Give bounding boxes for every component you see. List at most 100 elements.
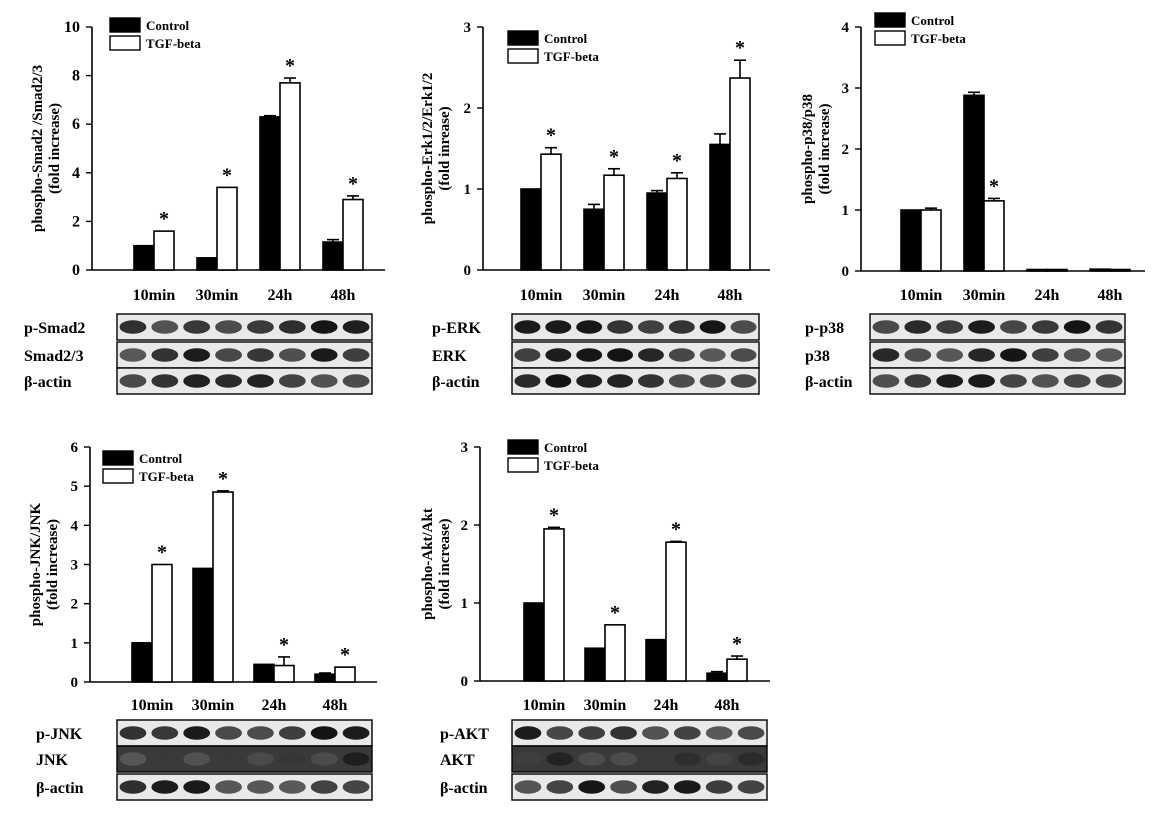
blot-band [514, 780, 542, 794]
blot-band [872, 348, 900, 362]
blot-label: β-actin [805, 374, 853, 391]
blot-band [215, 320, 242, 334]
western-blot: p-JNK JNK β-actin [36, 719, 373, 801]
bar-tgf-beta-30min [216, 186, 238, 271]
blot-band [119, 374, 147, 388]
western-blot: p-AKT AKT β-actin [440, 719, 768, 801]
blot-label: p-p38 [805, 320, 844, 337]
blot-band [737, 752, 765, 766]
significance-star: * [989, 175, 999, 197]
chart-panel-4: 0 1 2 3 4 5 6 phospho-JNK/JNK (fold increase) * 10… [28, 440, 377, 801]
blot-band [936, 320, 964, 334]
y-tick-label: 0 [461, 674, 469, 690]
blot-band [642, 726, 669, 740]
bar-tgf-beta-10min [543, 528, 565, 682]
western-blot: p-Smad2 Smad2/3 β-actin [24, 313, 373, 395]
blot-band [1063, 320, 1091, 334]
significance-star: * [279, 634, 289, 656]
blot-band [151, 374, 179, 388]
bar-tgf-beta-48h [726, 658, 748, 682]
bar-tgf-beta-30min [983, 200, 1005, 272]
bar-tgf-beta-48h [334, 666, 356, 683]
legend-swatch-tgf-beta [102, 468, 134, 484]
blot-label: ERK [432, 348, 467, 365]
bar-control-10min [900, 209, 922, 272]
blot-band [514, 726, 542, 740]
y-tick-label: 8 [72, 68, 80, 85]
blot-band [183, 348, 211, 362]
y-tick-label: 2 [72, 213, 80, 230]
blot-label: p-ERK [432, 320, 481, 337]
blot-band [1095, 320, 1123, 334]
x-tick-label: 10min [133, 287, 176, 304]
blot-band [730, 320, 757, 334]
bar-control-24h [1026, 268, 1048, 272]
blot-band [576, 320, 603, 334]
chart-panel-5: 0 1 2 3 phospho-Akt/Akt (fold increase) * 10min… [420, 439, 770, 801]
blot-band [637, 374, 664, 388]
bar-control-10min [131, 642, 153, 683]
significance-star: * [732, 633, 742, 655]
significance-star: * [672, 150, 682, 172]
bar-tgf-beta-48h [342, 198, 364, 271]
bar-control-48h [314, 673, 336, 683]
blot-label: p-Smad2 [24, 320, 85, 337]
blot-band [730, 374, 757, 388]
y-tick-label: 4 [71, 518, 79, 534]
x-tick-label: 30min [963, 287, 1006, 304]
y-tick-label: 1 [71, 636, 79, 652]
blot-label: AKT [440, 752, 475, 769]
blot-band [545, 374, 572, 388]
blot-band [699, 374, 726, 388]
blot-band [310, 320, 338, 334]
bar-tgf-beta-30min [604, 624, 626, 682]
y-tick-label: 3 [461, 440, 469, 456]
legend-label: Control [146, 18, 189, 33]
legend-swatch-tgf-beta [507, 457, 539, 473]
y-tick-label: 3 [464, 20, 472, 36]
blot-label: Smad2/3 [24, 348, 84, 365]
blot-band [607, 348, 634, 362]
y-tick-label: 4 [842, 20, 850, 36]
blot-band [119, 780, 147, 794]
y-axis-label: (fold increase) [817, 104, 833, 195]
blot-band [936, 374, 964, 388]
blot-band [151, 780, 179, 794]
significance-star: * [549, 504, 559, 526]
significance-star: * [157, 542, 167, 564]
significance-star: * [159, 208, 169, 230]
y-tick-label: 2 [842, 142, 850, 158]
blot-band [673, 752, 701, 766]
legend-swatch-control [507, 30, 539, 46]
blot-band [514, 752, 542, 766]
blot-band [576, 348, 603, 362]
legend-label: Control [911, 13, 954, 28]
y-tick-label: 3 [71, 558, 79, 574]
blot-band [151, 752, 179, 766]
blot-band [607, 374, 634, 388]
y-tick-label: 2 [464, 101, 472, 117]
blot-band [278, 348, 306, 362]
blot-band [151, 726, 179, 740]
blot-band [1063, 374, 1091, 388]
blot-band [699, 320, 726, 334]
blot-band [247, 726, 274, 740]
legend: Control TGF-beta [507, 30, 599, 64]
blot-band [936, 348, 964, 362]
blot-band [637, 320, 664, 334]
blot-band [705, 726, 733, 740]
x-tick-label: 48h [1098, 287, 1123, 304]
y-tick-label: 2 [71, 597, 79, 613]
blot-band [737, 726, 765, 740]
blot-band [546, 780, 574, 794]
x-tick-label: 48h [715, 697, 740, 714]
significance-star: * [546, 125, 556, 147]
bar-tgf-beta-10min [920, 209, 942, 272]
blot-band [545, 320, 572, 334]
blot-band [119, 320, 147, 334]
blot-band [215, 348, 242, 362]
legend-swatch-control [874, 12, 906, 28]
bar-control-30min [963, 94, 985, 272]
blot-band [668, 348, 695, 362]
